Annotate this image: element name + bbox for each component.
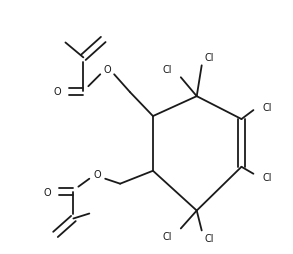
Text: O: O <box>44 187 51 197</box>
Text: Cl: Cl <box>263 103 272 113</box>
Text: Cl: Cl <box>205 53 214 63</box>
Text: Cl: Cl <box>263 172 272 182</box>
Text: Cl: Cl <box>205 233 214 243</box>
Text: Cl: Cl <box>162 65 172 75</box>
Text: O: O <box>103 65 111 75</box>
Text: Cl: Cl <box>162 231 172 242</box>
Text: O: O <box>54 87 61 97</box>
Text: O: O <box>93 169 101 179</box>
